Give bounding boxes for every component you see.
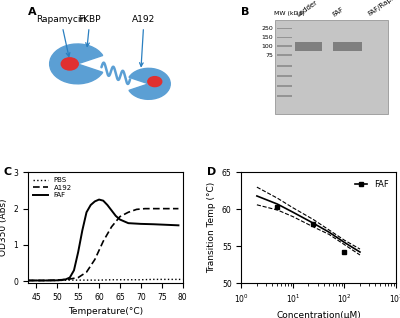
Bar (277, 75, 292, 77)
Wedge shape (129, 68, 170, 99)
Text: D: D (207, 167, 217, 177)
Text: MW (kDa): MW (kDa) (274, 11, 304, 16)
Bar (277, 95, 292, 97)
Circle shape (61, 58, 78, 70)
Text: Ladder: Ladder (296, 0, 318, 17)
Bar (333, 42, 362, 51)
Y-axis label: OD350 (Abs): OD350 (Abs) (0, 199, 8, 256)
Legend: FAF: FAF (351, 176, 392, 192)
Text: FAF: FAF (331, 5, 344, 17)
X-axis label: Temperature(°C): Temperature(°C) (68, 307, 143, 316)
Text: A: A (28, 7, 37, 17)
Text: 75: 75 (265, 52, 273, 58)
Bar (277, 65, 292, 67)
Text: 150: 150 (262, 35, 273, 40)
Circle shape (148, 77, 162, 86)
Text: 250: 250 (261, 26, 273, 31)
Text: B: B (241, 7, 250, 17)
Text: FKBP: FKBP (78, 15, 101, 46)
Text: Rapamycin: Rapamycin (36, 15, 86, 57)
Bar (277, 85, 292, 87)
Text: A192: A192 (132, 15, 156, 66)
Bar (277, 28, 292, 29)
Text: FAF/Rapa: FAF/Rapa (367, 0, 396, 17)
Text: 100: 100 (262, 44, 273, 49)
X-axis label: Concentration(μM): Concentration(μM) (276, 311, 361, 318)
Bar (275, 20, 388, 114)
Text: C: C (3, 167, 11, 177)
Bar (277, 45, 292, 47)
Bar (277, 54, 292, 56)
Y-axis label: Transition Temp (°C): Transition Temp (°C) (207, 182, 216, 273)
Legend: PBS, A192, FAF: PBS, A192, FAF (32, 176, 73, 199)
Bar (296, 42, 322, 51)
Bar (277, 37, 292, 38)
Wedge shape (50, 44, 103, 84)
